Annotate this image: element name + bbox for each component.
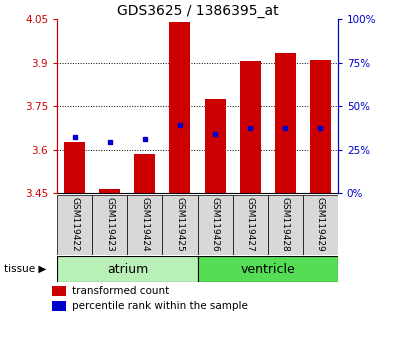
Bar [127,195,162,255]
Text: GSM119423: GSM119423 [105,196,115,251]
Bar [169,22,190,193]
Bar [303,195,338,255]
Bar [267,195,303,255]
Bar [64,142,85,193]
Bar [198,256,338,282]
Text: GSM119427: GSM119427 [246,196,255,251]
Text: atrium: atrium [107,263,148,276]
Bar [134,154,156,193]
Text: GSM119428: GSM119428 [280,196,290,251]
Text: tissue ▶: tissue ▶ [4,264,46,274]
Text: GSM119424: GSM119424 [140,196,149,251]
Bar [92,195,127,255]
Bar [205,99,226,193]
Bar [52,301,66,311]
Bar [57,256,198,282]
Text: ventricle: ventricle [240,263,295,276]
Bar [52,285,66,296]
Text: percentile rank within the sample: percentile rank within the sample [71,301,248,311]
Bar [275,53,295,193]
Title: GDS3625 / 1386395_at: GDS3625 / 1386395_at [117,5,278,18]
Bar [198,195,233,255]
Bar [57,195,92,255]
Text: GSM119429: GSM119429 [316,196,325,251]
Text: transformed count: transformed count [71,286,169,296]
Bar [162,195,198,255]
Bar [233,195,267,255]
Text: GSM119422: GSM119422 [70,196,79,251]
Bar [310,60,331,193]
Bar [99,189,120,193]
Bar [239,61,261,193]
Text: GSM119426: GSM119426 [211,196,220,251]
Text: GSM119425: GSM119425 [175,196,184,251]
